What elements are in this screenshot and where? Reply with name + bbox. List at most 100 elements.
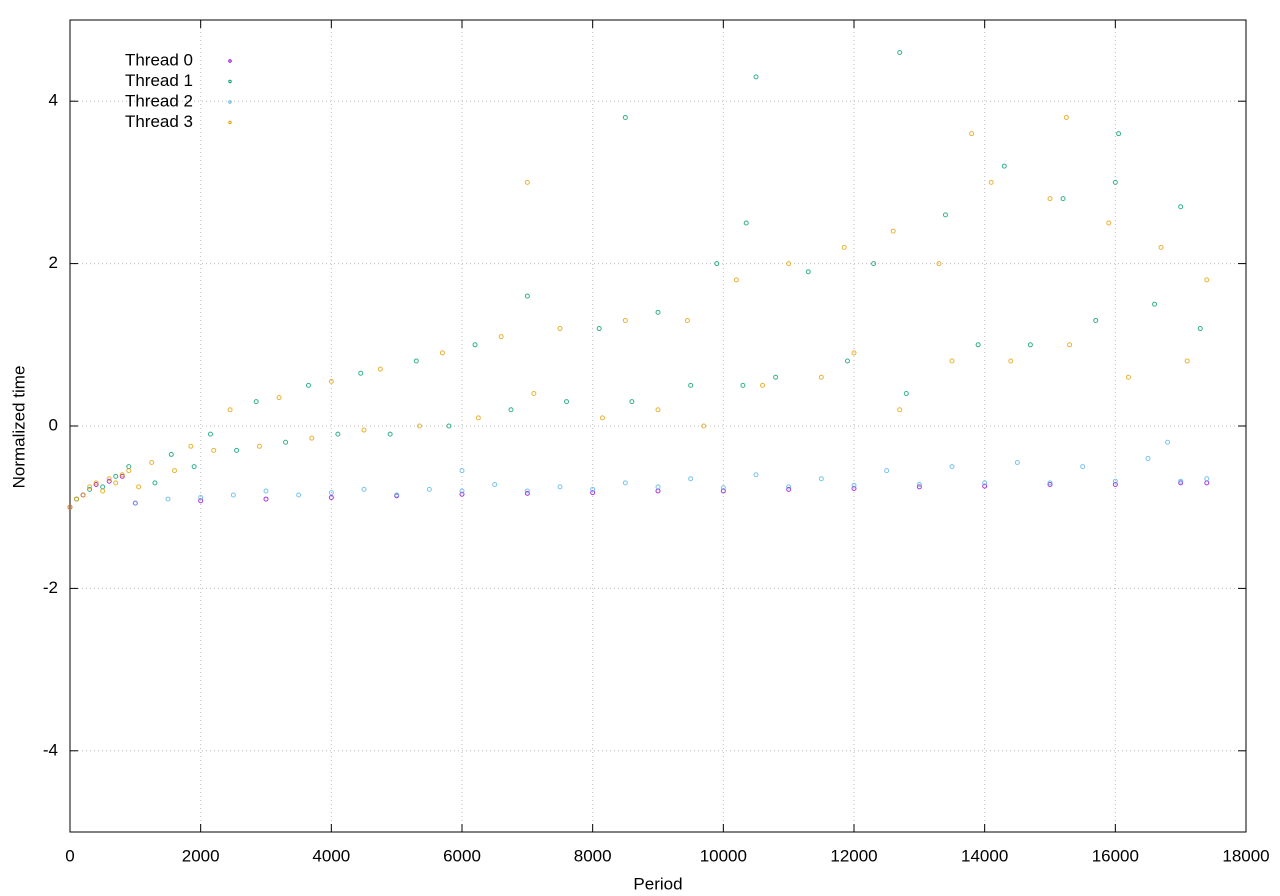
point: [524, 490, 530, 496]
point: [1197, 326, 1203, 332]
point: [622, 114, 628, 120]
point: [67, 504, 73, 510]
point: [786, 484, 792, 490]
point: [740, 382, 746, 388]
legend-marker: [228, 100, 232, 104]
point: [100, 484, 106, 490]
point: [377, 366, 383, 372]
point: [132, 500, 138, 506]
point: [328, 494, 334, 500]
point: [851, 486, 857, 492]
point: [263, 488, 269, 494]
point: [1001, 163, 1007, 169]
point: [1178, 478, 1184, 484]
x-tick-label: 18000: [1222, 846, 1269, 865]
point: [890, 228, 896, 234]
point: [851, 482, 857, 488]
point: [328, 490, 334, 496]
point: [949, 358, 955, 364]
point: [897, 49, 903, 55]
point: [234, 447, 240, 453]
point: [119, 473, 125, 479]
point: [629, 399, 635, 405]
point: [296, 492, 302, 498]
point: [446, 423, 452, 429]
point: [720, 485, 726, 491]
point: [361, 486, 367, 492]
point: [622, 317, 628, 323]
point: [1112, 478, 1118, 484]
point: [100, 488, 106, 494]
point: [1152, 301, 1158, 307]
point: [87, 486, 93, 492]
point: [394, 492, 400, 498]
x-tick-label: 12000: [830, 846, 877, 865]
point: [263, 496, 269, 502]
point: [916, 484, 922, 490]
x-tick-label: 10000: [700, 846, 747, 865]
point: [335, 431, 341, 437]
point: [113, 480, 119, 486]
y-axis-label: Normalized time: [9, 366, 28, 489]
point: [818, 374, 824, 380]
point: [949, 464, 955, 470]
point: [786, 261, 792, 267]
point: [188, 443, 194, 449]
point: [1165, 439, 1171, 445]
point: [851, 350, 857, 356]
point: [1112, 179, 1118, 185]
point: [1112, 481, 1118, 487]
point: [1158, 244, 1164, 250]
y-tick-label: 2: [49, 253, 58, 272]
point: [1047, 480, 1053, 486]
point: [524, 293, 530, 299]
point: [916, 481, 922, 487]
point: [230, 492, 236, 498]
point: [198, 494, 204, 500]
point: [688, 476, 694, 482]
point: [557, 326, 563, 332]
point: [701, 423, 707, 429]
point: [655, 309, 661, 315]
point: [328, 378, 334, 384]
point: [1145, 455, 1151, 461]
point: [498, 334, 504, 340]
point: [1060, 196, 1066, 202]
point: [1080, 464, 1086, 470]
point: [982, 483, 988, 489]
point: [136, 484, 142, 490]
point: [590, 490, 596, 496]
point: [753, 472, 759, 478]
point: [557, 484, 563, 490]
y-tick-label: -4: [43, 740, 58, 759]
point: [126, 464, 132, 470]
x-tick-label: 8000: [574, 846, 612, 865]
point: [211, 447, 217, 453]
x-tick-label: 2000: [182, 846, 220, 865]
point: [805, 269, 811, 275]
point: [1116, 131, 1122, 137]
point: [413, 358, 419, 364]
point: [1204, 480, 1210, 486]
point: [439, 350, 445, 356]
point: [1063, 114, 1069, 120]
point: [903, 391, 909, 397]
point: [1047, 196, 1053, 202]
point: [283, 439, 289, 445]
point: [361, 427, 367, 433]
point: [472, 342, 478, 348]
point: [113, 473, 119, 479]
point: [524, 179, 530, 185]
point: [1027, 342, 1033, 348]
y-tick-label: 0: [49, 415, 58, 434]
point: [531, 391, 537, 397]
point: [1067, 342, 1073, 348]
point: [1014, 460, 1020, 466]
legend-label: Thread 3: [125, 112, 193, 131]
point: [884, 468, 890, 474]
point: [982, 480, 988, 486]
point: [475, 415, 481, 421]
point: [743, 220, 749, 226]
point: [207, 431, 213, 437]
point: [165, 496, 171, 502]
